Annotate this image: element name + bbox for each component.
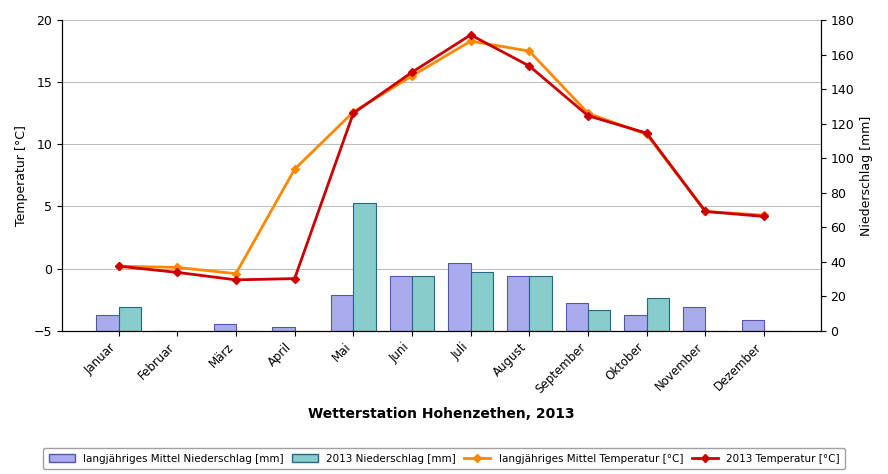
2013 Temperatur [°C] [758,214,769,219]
Line: langjähriges Mittel Temperatur [°C]: langjähriges Mittel Temperatur [°C] [115,38,767,276]
Bar [178,331,200,376]
langjähriges Mittel Temperatur [°C] [700,209,710,214]
2013 Temperatur [°C] [465,32,476,38]
2013 Temperatur [°C] [172,270,183,275]
langjähriges Mittel Temperatur [°C] [172,264,183,270]
langjähriges Mittel Temperatur [°C] [407,73,417,79]
Bar [236,331,258,367]
langjähriges Mittel Temperatur [°C] [641,132,652,137]
2013 Temperatur [°C] [700,209,710,214]
Bar [683,307,705,331]
Bar [412,275,434,331]
2013 Temperatur [°C] [348,110,359,116]
Bar [507,275,529,331]
Bar [119,307,141,331]
Bar [646,298,669,331]
2013 Temperatur [°C] [407,69,417,75]
Bar [96,315,119,331]
Bar [448,264,471,331]
langjähriges Mittel Temperatur [°C] [348,109,359,115]
langjähriges Mittel Temperatur [°C] [524,48,535,54]
2013 Temperatur [°C] [583,113,593,118]
langjähriges Mittel Temperatur [°C] [114,264,124,269]
2013 Temperatur [°C] [524,63,535,69]
Bar [471,272,493,331]
2013 Temperatur [°C] [641,130,652,136]
Bar [331,294,353,331]
2013 Temperatur [°C] [231,277,242,283]
Y-axis label: Niederschlag [mm]: Niederschlag [mm] [860,115,873,236]
langjähriges Mittel Temperatur [°C] [583,110,593,116]
langjähriges Mittel Temperatur [°C] [758,212,769,218]
X-axis label: Wetterstation Hohenzethen, 2013: Wetterstation Hohenzethen, 2013 [308,407,575,421]
Bar [741,320,764,331]
Bar [155,331,178,333]
2013 Temperatur [°C] [114,264,124,269]
Bar [295,331,317,350]
Bar [588,310,610,331]
Bar [624,315,646,331]
Line: 2013 Temperatur [°C]: 2013 Temperatur [°C] [115,32,767,283]
Legend: langjähriges Mittel Niederschlag [mm], 2013 Niederschlag [mm], langjähriges Mitt: langjähriges Mittel Niederschlag [mm], 2… [44,448,844,469]
langjähriges Mittel Temperatur [°C] [231,271,242,276]
2013 Temperatur [°C] [289,276,300,282]
Bar [705,331,727,333]
Bar [390,275,412,331]
Bar [529,275,551,331]
Bar [566,303,588,331]
Bar [353,203,376,331]
Bar [273,328,295,331]
langjähriges Mittel Temperatur [°C] [289,166,300,172]
langjähriges Mittel Temperatur [°C] [465,38,476,44]
Bar [214,324,236,331]
Bar [764,331,787,367]
Y-axis label: Temperatur [°C]: Temperatur [°C] [15,125,28,226]
